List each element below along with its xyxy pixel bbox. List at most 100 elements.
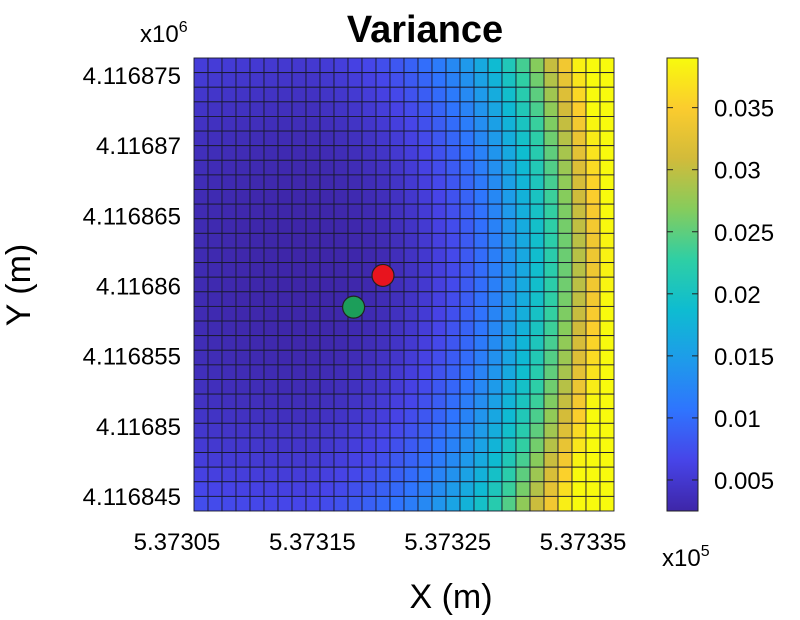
heatmap-cell: [333, 276, 349, 293]
heatmap-cell: [389, 335, 405, 351]
heatmap-cell: [501, 218, 517, 234]
heatmap-cell: [431, 174, 447, 190]
heatmap-cell: [207, 276, 223, 293]
heatmap-cell: [473, 408, 489, 424]
heatmap-cell: [459, 349, 475, 366]
heatmap-cell: [207, 145, 223, 161]
heatmap-cell: [529, 174, 545, 190]
heatmap-cell: [361, 101, 377, 117]
heatmap-cell: [193, 320, 209, 337]
heatmap-cell: [249, 203, 265, 220]
heatmap-cell: [473, 174, 489, 190]
heatmap-cell: [291, 291, 307, 307]
heatmap-cell: [319, 86, 335, 103]
heatmap-cell: [459, 72, 475, 88]
heatmap-cell: [543, 320, 559, 337]
heatmap-cell: [557, 115, 573, 132]
heatmap-cell: [361, 130, 377, 147]
heatmap-cell: [291, 72, 307, 88]
heatmap-cell: [249, 452, 265, 468]
heatmap-cell: [221, 422, 237, 439]
heatmap-cell: [501, 320, 517, 337]
heatmap-cell: [515, 393, 531, 410]
heatmap-cell: [389, 101, 405, 117]
heatmap-cell: [473, 481, 489, 497]
heatmap-cell: [571, 349, 587, 366]
heatmap-cell: [473, 115, 489, 132]
heatmap-cell: [501, 349, 517, 366]
heatmap-cell: [473, 218, 489, 234]
heatmap-cell: [235, 320, 251, 337]
heatmap-cell: [529, 232, 545, 249]
heatmap-cell: [319, 452, 335, 468]
heatmap-cell: [417, 232, 433, 249]
heatmap-cell: [333, 86, 349, 103]
heatmap-cell: [543, 422, 559, 439]
heatmap-cell: [221, 145, 237, 161]
heatmap-cell: [403, 320, 419, 337]
heatmap-cell: [571, 466, 587, 483]
heatmap-cell: [291, 349, 307, 366]
heatmap-cell: [403, 452, 419, 468]
heatmap-cell: [333, 364, 349, 380]
heatmap-cell: [529, 247, 545, 264]
heatmap-cell: [403, 174, 419, 190]
heatmap-cell: [557, 203, 573, 220]
heatmap-cell: [235, 379, 251, 395]
heatmap-cell: [459, 379, 475, 395]
heatmap-cell: [501, 115, 517, 132]
heatmap-cell: [319, 247, 335, 264]
heatmap-cell: [417, 174, 433, 190]
heatmap-cell: [333, 408, 349, 424]
heatmap-cell: [207, 320, 223, 337]
heatmap-cell: [431, 364, 447, 380]
heatmap-cell: [543, 159, 559, 176]
heatmap-cell: [543, 262, 559, 278]
heatmap-cell: [403, 145, 419, 161]
heatmap-cell: [389, 218, 405, 234]
heatmap-cell: [193, 379, 209, 395]
heatmap-cell: [249, 276, 265, 293]
heatmap-cell: [403, 203, 419, 220]
heatmap-cell: [599, 276, 615, 293]
heatmap-cell: [515, 276, 531, 293]
colorbar: [666, 57, 699, 512]
heatmap-cell: [431, 495, 447, 512]
heatmap-cell: [361, 349, 377, 366]
heatmap-cell: [277, 145, 293, 161]
heatmap-cell: [319, 495, 335, 512]
heatmap-cell: [319, 72, 335, 88]
heatmap-cell: [333, 189, 349, 205]
heatmap-cell: [459, 232, 475, 249]
heatmap-cell: [319, 379, 335, 395]
heatmap-cell: [193, 408, 209, 424]
heatmap-cell: [375, 189, 391, 205]
heatmap-cell: [263, 305, 279, 322]
heatmap-cell: [403, 408, 419, 424]
heatmap-cell: [585, 379, 601, 395]
heatmap-cell: [333, 349, 349, 366]
heatmap-cell: [207, 408, 223, 424]
heatmap-cell: [193, 481, 209, 497]
heatmap-cell: [501, 481, 517, 497]
heatmap-cell: [361, 57, 377, 74]
heatmap-cell: [305, 218, 321, 234]
heatmap-cell: [431, 422, 447, 439]
heatmap-cell: [389, 422, 405, 439]
heatmap-cell: [333, 145, 349, 161]
heatmap-cell: [319, 364, 335, 380]
heatmap-cell: [501, 305, 517, 322]
heatmap-cell: [305, 57, 321, 74]
heatmap-cell: [221, 159, 237, 176]
markers: [342, 263, 395, 319]
heatmap-cell: [291, 437, 307, 454]
heatmap-cell: [599, 335, 615, 351]
heatmap-cell: [571, 57, 587, 74]
heatmap-cell: [487, 262, 503, 278]
heatmap-cell: [263, 174, 279, 190]
red-point: [371, 263, 395, 288]
heatmap-cell: [375, 379, 391, 395]
heatmap-cell: [361, 364, 377, 380]
heatmap-cell: [347, 364, 363, 380]
heatmap-cell: [333, 262, 349, 278]
